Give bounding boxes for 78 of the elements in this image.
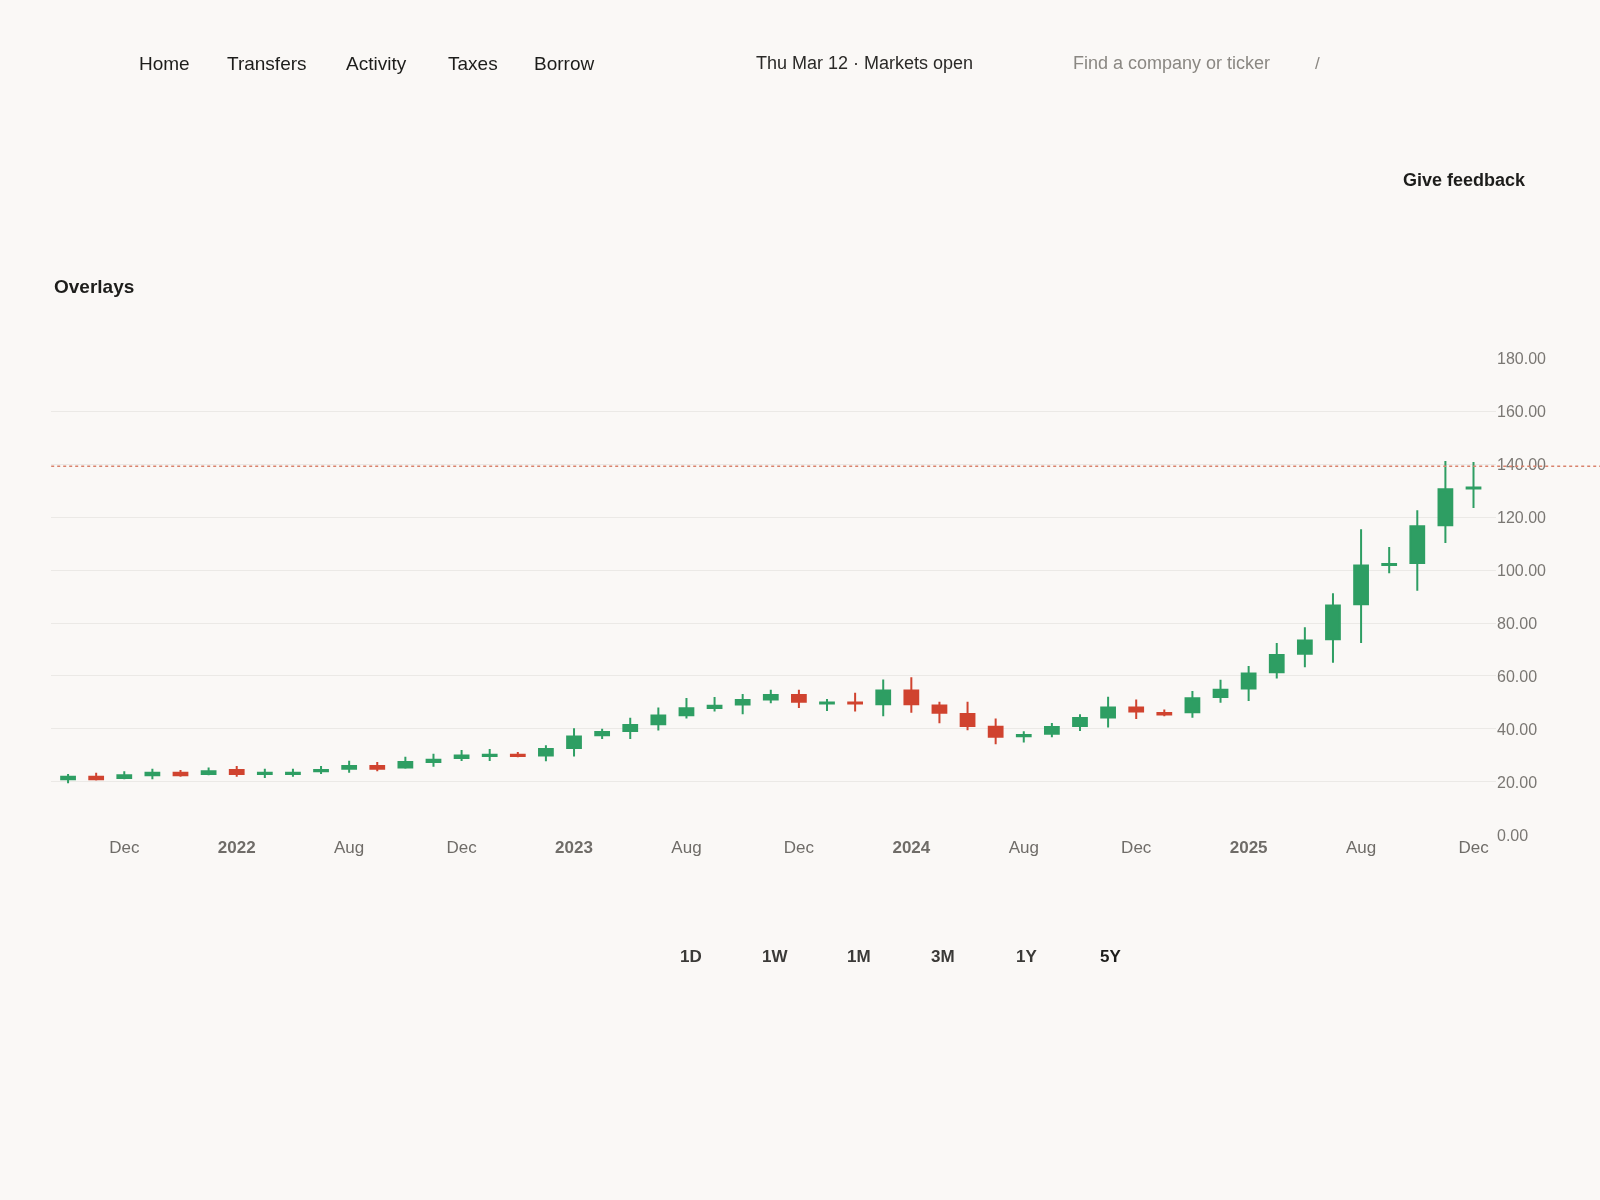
candlestick [903, 676, 920, 714]
candlestick [397, 755, 414, 770]
text: / [1315, 54, 1320, 73]
candlestick [341, 759, 358, 774]
candlestick [1325, 592, 1341, 664]
y-tick-label: 120.00 [1497, 508, 1547, 526]
x-tick-label: Dec [1458, 837, 1490, 857]
candlestick [228, 765, 245, 778]
x-tick-label: Dec [1121, 837, 1152, 857]
candlestick [819, 698, 835, 712]
text: Borrow [534, 53, 595, 74]
candlestick [1353, 528, 1369, 644]
candlestick [566, 727, 582, 758]
y-tick-label: 40.00 [1497, 720, 1538, 738]
candlestick [959, 700, 976, 732]
candlestick [1128, 698, 1145, 720]
candlestick [1296, 626, 1313, 669]
candlestick [650, 706, 667, 732]
text: Find a company or ticker [1073, 53, 1271, 73]
candlestick [622, 716, 639, 741]
text: 1W [762, 947, 789, 966]
candlestick [200, 766, 217, 775]
candlestick [931, 700, 948, 725]
y-tick-label: 180.00 [1497, 349, 1547, 367]
candlestick [847, 691, 863, 713]
candlestick [734, 693, 751, 716]
candlestick [1184, 690, 1201, 719]
y-tick-label: 20.00 [1497, 773, 1538, 791]
text: Give feedback [1403, 170, 1527, 190]
text: Overlays [54, 276, 135, 297]
text: Home [139, 53, 190, 74]
x-tick-label: Aug [1345, 837, 1377, 857]
candlestick [1100, 695, 1116, 729]
candlestick [678, 696, 695, 720]
candlestick [538, 744, 554, 763]
x-tick-label: Dec [109, 837, 140, 857]
candlestick [481, 748, 498, 763]
x-tick-label: 2025 [1229, 837, 1268, 857]
candlestick [762, 688, 779, 705]
candlestick [1043, 721, 1060, 739]
candlestick [1437, 459, 1454, 545]
x-tick-label: Dec [446, 837, 478, 857]
candlestick [369, 761, 386, 773]
candlestick [1240, 664, 1257, 702]
candlestick [116, 770, 133, 779]
candlestick [791, 688, 807, 710]
text: Taxes [448, 53, 498, 74]
x-tick-label: 2023 [555, 837, 593, 857]
text: 1Y [1016, 947, 1038, 966]
text: Transfers [227, 53, 307, 74]
text: 1D [680, 947, 702, 966]
candlestick [1072, 713, 1088, 733]
y-tick-label: 60.00 [1497, 667, 1538, 685]
text: Activity [346, 53, 407, 74]
y-tick-label: 80.00 [1497, 614, 1538, 632]
text: 5Y [1100, 947, 1122, 966]
y-tick-label: 160.00 [1497, 402, 1547, 420]
text: 3M [931, 947, 955, 966]
candlestick [1409, 509, 1426, 592]
x-tick-label: 2024 [892, 837, 931, 857]
candlestick [1268, 641, 1285, 680]
x-tick-label: Aug [1008, 837, 1039, 857]
text: 1M [847, 947, 871, 966]
candlestick [987, 717, 1004, 746]
candlestick [1015, 730, 1032, 744]
y-tick-label: 140.00 [1497, 455, 1547, 473]
y-tick-label: 0.00 [1497, 826, 1529, 844]
candlestick [1212, 678, 1229, 704]
x-tick-label: Aug [334, 837, 365, 857]
text: Thu Mar 12 · Markets open [756, 53, 974, 73]
y-tick-label: 100.00 [1497, 561, 1547, 579]
x-tick-label: Dec [783, 837, 815, 857]
candlestick [1465, 461, 1482, 510]
candlestick [1381, 546, 1398, 575]
x-tick-label: Aug [671, 837, 702, 857]
candlestick [875, 678, 892, 718]
candlestick [453, 748, 470, 763]
x-tick-label: 2022 [217, 837, 256, 857]
